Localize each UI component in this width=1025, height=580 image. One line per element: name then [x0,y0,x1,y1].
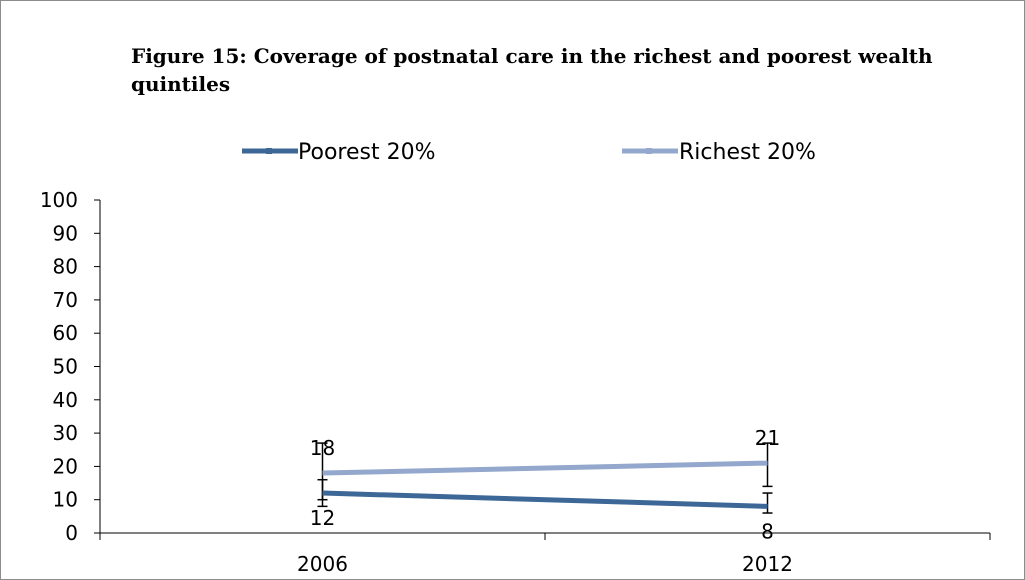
y-tick-label: 40 [53,388,78,412]
chart-title-text: : Coverage of postnatal care in the rich… [131,44,933,96]
legend-label-1: Richest 20% [679,140,816,165]
y-tick-label: 20 [53,454,78,478]
y-tick-label: 50 [53,355,78,379]
x-tick-label: 2006 [297,552,348,576]
y-tick-label: 30 [53,421,78,445]
data-label: 12 [310,506,335,530]
data-label: 8 [761,519,774,543]
y-tick-label: 0 [65,521,78,545]
data-label: 18 [310,436,335,460]
chart-title-figure-number: Figure 15 [131,44,240,68]
y-tick-label: 60 [53,321,78,345]
y-tick-label: 10 [53,488,78,512]
series-line-0 [322,490,768,509]
legend-marker-0 [266,148,272,154]
x-tick-label: 2012 [742,552,793,576]
axes: 0 10 20 30 40 50 60 70 80 90 100 2006 2012 [40,188,991,576]
legend-label-0: Poorest 20% [298,140,435,165]
series-line-1 [322,460,768,476]
y-tick-label: 90 [53,221,78,245]
data-label: 21 [755,426,780,450]
data-labels: 12 8 18 21 [310,426,780,543]
legend: Poorest 20% Richest 20% [242,140,816,165]
y-tick-label: 70 [53,288,78,312]
y-tick-label: 80 [53,255,78,279]
legend-marker-1 [646,148,652,154]
series-lines [322,460,768,509]
y-tick-label: 100 [40,188,78,212]
chart-title: Figure 15: Coverage of postnatal care in… [131,42,951,98]
